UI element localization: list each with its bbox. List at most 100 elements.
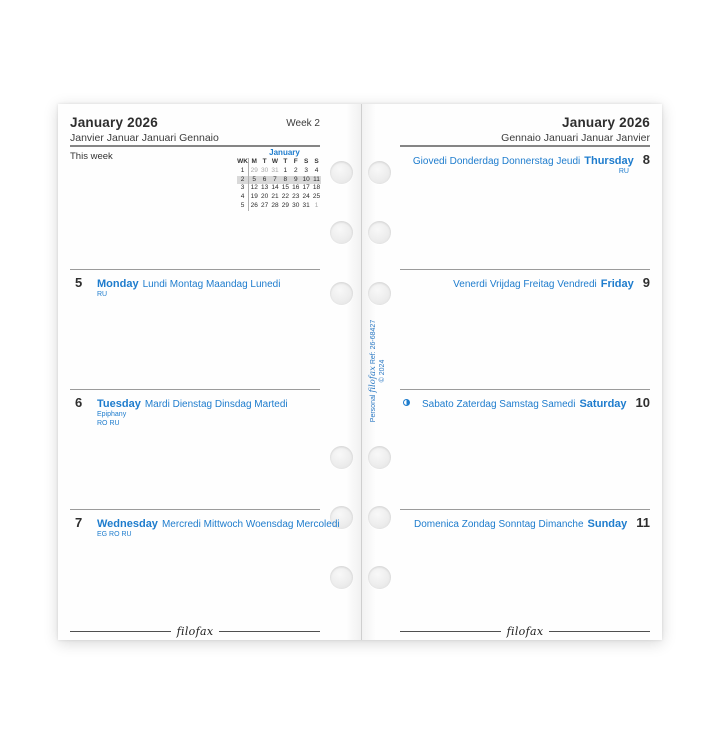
moon-first-quarter-icon	[403, 399, 410, 406]
mini-cal-date: 30	[260, 166, 269, 174]
mini-cal-date: 1	[314, 201, 319, 209]
spine-copyright: © 2024	[378, 359, 386, 383]
day-number: 11	[636, 515, 650, 530]
mini-cal-date: 8	[283, 175, 288, 183]
mini-cal-date: 12	[250, 184, 258, 192]
day-other-language-names: Sabato Zaterdag Samstag Samedi	[422, 399, 576, 410]
day-number: 9	[642, 275, 650, 290]
day-section-wednesday: 7 Wednesday Mercredi Mittwoch Woensdag Mer…	[70, 509, 340, 628]
day-name: Tuesday	[97, 398, 141, 410]
mini-cal-date: 15	[281, 184, 289, 192]
mini-cal-week-row: 2 5 6 7 8 9 10 11	[237, 175, 321, 185]
week-number-label: Week 2	[286, 118, 320, 129]
day-note: RO RU	[97, 419, 120, 427]
filofax-logo: filofax	[506, 625, 544, 638]
mini-cal-date: 27	[260, 201, 269, 209]
mini-cal-date: 18	[312, 184, 321, 192]
mini-cal-date: 30	[292, 201, 300, 209]
mini-cal-week-row: 3 12 13 14 15 16 17 18	[237, 184, 321, 194]
planner-spread: January 2026 Week 2 Janvier Januar Janua…	[58, 104, 662, 640]
day-notes: EG RO RU	[97, 531, 320, 540]
day-section-friday: Venerdi Vrijdag Freitag Vendredi Friday 9	[400, 269, 650, 388]
mini-cal-day-col-header: F	[293, 158, 298, 165]
day-notes: RU	[97, 291, 320, 300]
mini-cal-date: 25	[312, 193, 321, 201]
right-header-rule	[400, 145, 650, 147]
mini-month-calendar: January WK M T W T F S S 1 29 30 31 1 2 3 4 2 5 6 7 8 9 10 11 3 1…	[237, 148, 321, 211]
day-number: 6	[75, 395, 83, 410]
left-page-footer: filofax	[70, 625, 320, 638]
mini-cal-date: 24	[302, 193, 310, 201]
day-name: Saturday	[579, 398, 627, 410]
mini-cal-week-col-header: WK	[237, 158, 249, 167]
day-heading: Sabato Zaterdag Samstag Samedi Saturday 10	[400, 395, 650, 410]
this-week-label: This week	[70, 151, 113, 162]
mini-cal-day-col-header: T	[262, 158, 267, 165]
mini-cal-date: 17	[302, 184, 310, 192]
mini-cal-day-col-header: W	[271, 158, 279, 165]
mini-cal-date: 29	[250, 166, 258, 174]
binder-hole	[368, 446, 391, 469]
mini-cal-date: 13	[260, 184, 269, 192]
mini-cal-week-row: 1 29 30 31 1 2 3 4	[237, 166, 321, 176]
mini-cal-date: 31	[302, 201, 310, 209]
mini-cal-day-col-header: S	[314, 158, 319, 165]
day-heading: Venerdi Vrijdag Freitag Vendredi Friday 9	[400, 275, 650, 290]
day-number: 5	[75, 275, 83, 290]
day-section-tuesday: 6 Tuesday Mardi Dienstag Dinsdag Martedi Ep…	[70, 389, 320, 508]
mini-calendar-month-title: January	[269, 148, 300, 157]
mini-cal-date: 20	[260, 193, 269, 201]
day-note: RU	[97, 291, 108, 298]
day-name: Wednesday	[97, 518, 158, 530]
day-name: Thursday	[584, 155, 634, 167]
binder-hole	[330, 446, 353, 469]
mini-cal-date: 11	[313, 175, 320, 183]
mini-cal-date: 14	[271, 184, 279, 192]
mini-cal-date: 9	[293, 175, 298, 183]
mini-cal-week-row: 5 26 27 28 29 30 31 1	[237, 201, 321, 211]
binder-hole	[368, 161, 391, 184]
right-page-subtitle: Gennaio Januari Januar Janvier	[501, 132, 650, 144]
right-page-footer: filofax	[400, 625, 650, 638]
day-number: 10	[635, 395, 650, 410]
spine-prefix: Personal	[370, 394, 377, 423]
binder-hole	[330, 566, 353, 589]
day-number: 7	[75, 515, 83, 530]
mini-cal-day-col-header: T	[283, 158, 288, 165]
mini-cal-date: 6	[262, 175, 267, 183]
mini-calendar-grid: WK M T W T F S S 1 29 30 31 1 2 3 4 2 5 6 7 8 9 10 11 3 12 13 14 15 1…	[237, 158, 321, 211]
binder-hole	[330, 221, 353, 244]
day-notes: Epiphany RO RU	[97, 411, 320, 428]
day-other-language-names: Mercredi Mittwoch Woensdag Mercoledi	[161, 519, 340, 530]
day-other-language-names: Lundi Montag Maandag Lunedi	[142, 279, 281, 290]
mini-cal-date: 3	[304, 166, 308, 174]
spine-imprint-line: Personal filofax Ref: 26-68427	[368, 306, 379, 436]
binder-hole	[330, 161, 353, 184]
mini-cal-date: 4	[314, 166, 319, 174]
mini-cal-date: 1	[283, 166, 288, 174]
mini-cal-date: 10	[302, 175, 310, 183]
mini-cal-day-col-header: M	[251, 158, 257, 165]
day-notes: RU	[400, 168, 650, 177]
mini-cal-date: 7	[273, 175, 277, 183]
day-heading: Giovedi Donderdag Donnerstag Jeudi Thursd…	[400, 152, 650, 167]
mini-cal-week-number: 3	[237, 184, 249, 194]
day-other-language-names: Mardi Dienstag Dinsdag Martedi	[144, 399, 288, 410]
binder-hole	[330, 506, 353, 529]
spine-brand-logo: filofax	[368, 366, 378, 393]
binder-hole	[368, 282, 391, 305]
day-section-sunday: Domenica Zondag Sonntag Dimanche Sunday 11	[400, 509, 650, 628]
binder-hole	[368, 566, 391, 589]
right-page-title: January 2026	[562, 115, 650, 130]
binder-hole	[368, 221, 391, 244]
mini-cal-day-col-header: S	[303, 158, 309, 165]
day-heading: 7 Wednesday Mercredi Mittwoch Woensdag Mer…	[70, 515, 340, 530]
spine-ref: Ref: 26-68427	[370, 319, 377, 365]
day-name: Monday	[97, 278, 139, 290]
binder-hole	[330, 282, 353, 305]
day-section-monday: 5 Monday Lundi Montag Maandag Lunedi RU	[70, 269, 320, 388]
mini-cal-date: 5	[252, 175, 256, 183]
mini-cal-date: 2	[293, 166, 298, 174]
day-section-saturday: Sabato Zaterdag Samstag Samedi Saturday 10	[400, 389, 650, 508]
day-other-language-names: Giovedi Donderdag Donnerstag Jeudi	[412, 156, 581, 167]
